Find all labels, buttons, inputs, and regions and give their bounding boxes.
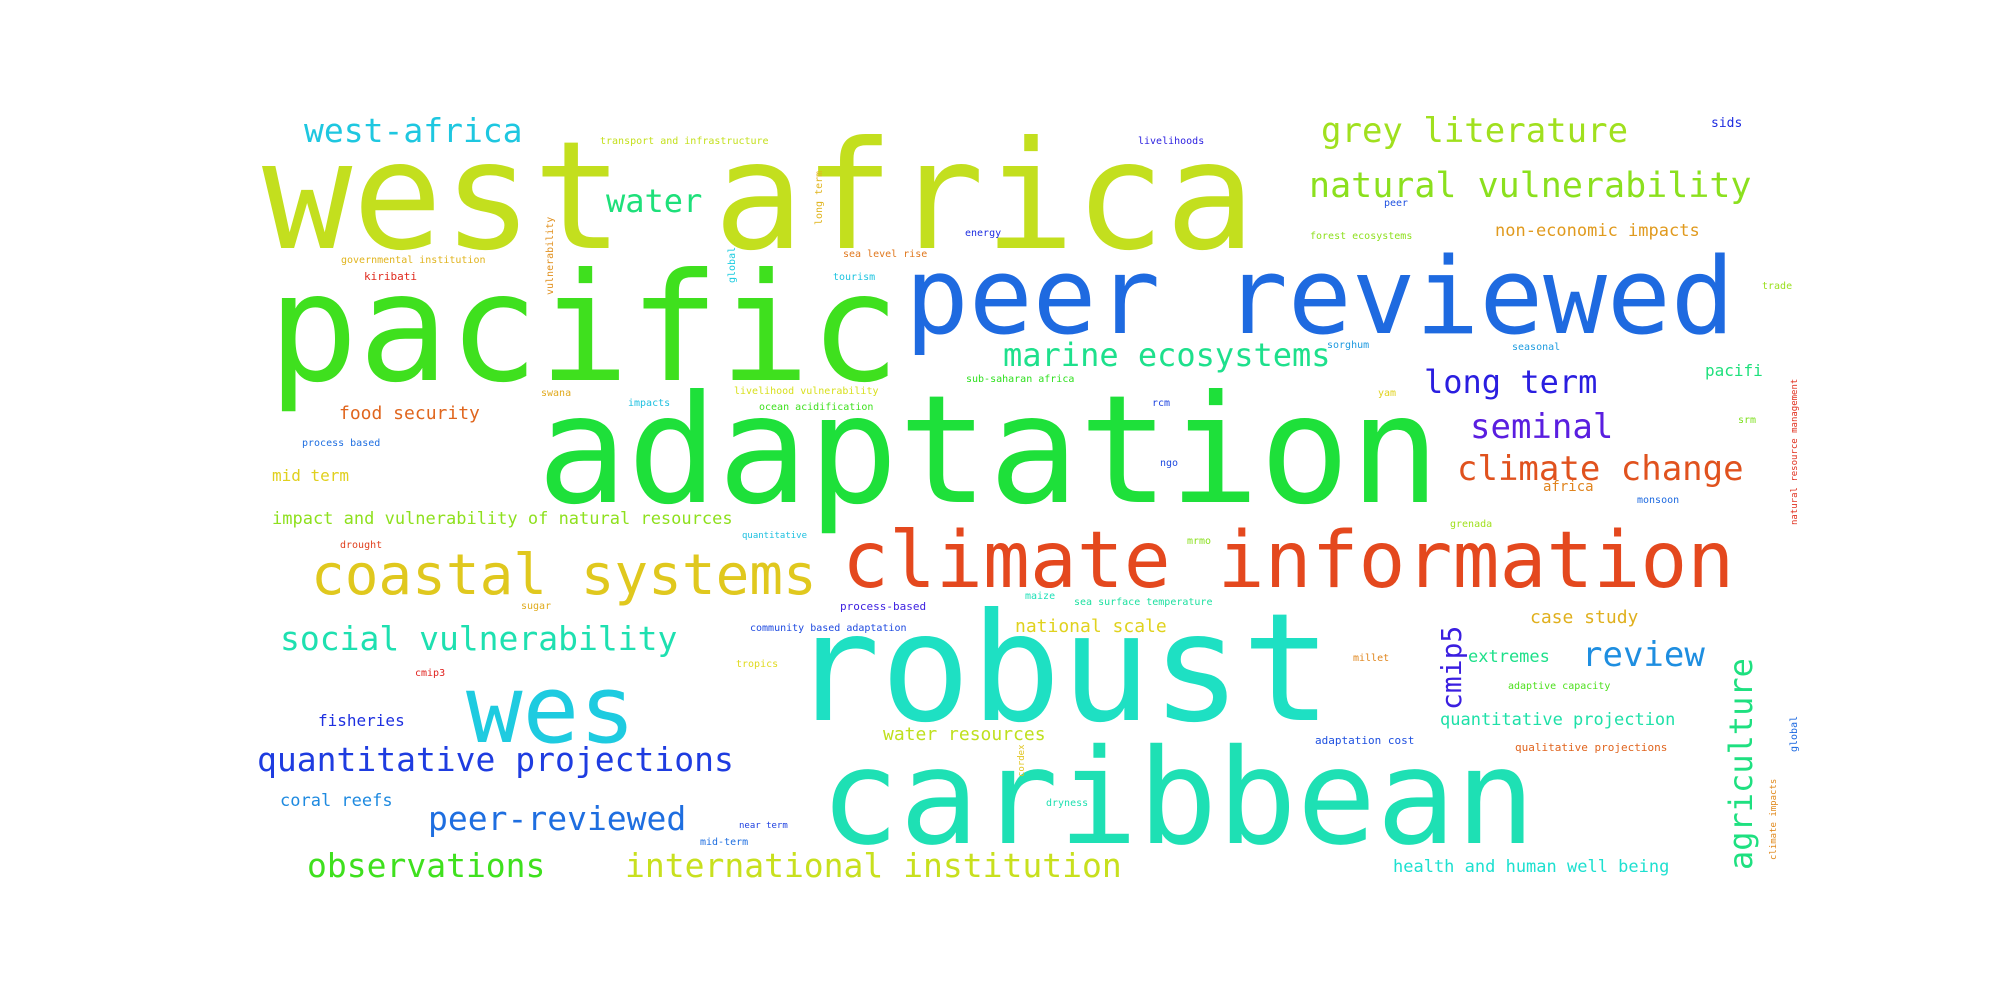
word-fisheries: fisheries (318, 711, 405, 730)
word-cmip5: cmip5 (1435, 626, 1468, 710)
word-maize: maize (1025, 591, 1055, 602)
word-natural-vulnerability: natural vulnerability (1309, 166, 1752, 206)
word-pacifi: pacifi (1705, 361, 1763, 380)
word-peer-reviewed-hyphen: peer-reviewed (428, 799, 686, 838)
word-long-term-vertical: long term (814, 171, 825, 225)
word-international-institution: international institution (625, 846, 1122, 885)
word-forest-ecosystems: forest ecosystems (1310, 231, 1412, 242)
word-water: water (606, 182, 702, 220)
word-process-based: process based (302, 438, 380, 449)
word-impacts: impacts (628, 398, 670, 409)
word-food-security: food security (339, 403, 480, 424)
word-cordex: cordex (1017, 744, 1027, 777)
word-swana: swana (541, 388, 571, 399)
word-adaptation-cost: adaptation cost (1315, 734, 1414, 747)
word-grenada: grenada (1450, 519, 1492, 530)
word-global-vertical: global (727, 247, 738, 283)
word-yam: yam (1378, 388, 1396, 399)
word-global: global (1789, 716, 1800, 752)
word-kiribati: kiribati (364, 270, 417, 283)
word-national-scale: national scale (1015, 616, 1167, 637)
word-peer-reviewed: peer reviewed (905, 235, 1735, 358)
word-natural-resource-management: natural resource management (1790, 379, 1800, 525)
word-west-africa: west africa (262, 110, 1255, 284)
word-millet: millet (1353, 653, 1389, 664)
word-extremes: extremes (1468, 647, 1550, 667)
word-social-vulnerability: social vulnerability (280, 619, 677, 658)
word-process-based-hyphen: process-based (840, 600, 926, 613)
word-climate-information: climate information (842, 516, 1734, 606)
word-energy: energy (965, 228, 1001, 239)
word-srm: srm (1738, 415, 1756, 426)
word-health-human-well-being: health and human well being (1393, 857, 1669, 877)
word-livelihood-vulnerability: livelihood vulnerability (734, 386, 879, 397)
word-vulnerability: vulnerability (545, 217, 556, 295)
word-water-resources: water resources (883, 724, 1046, 745)
word-west-africa-hyphen: west-africa (304, 111, 523, 150)
word-peer: peer (1384, 198, 1408, 209)
word-coral-reefs: coral reefs (280, 791, 393, 811)
word-long-term: long term (1424, 363, 1597, 401)
word-tropics: tropics (736, 659, 778, 670)
word-mrmo: mrmo (1187, 536, 1211, 547)
word-monsoon: monsoon (1637, 495, 1679, 506)
word-caribbean: caribbean (820, 721, 1535, 875)
word-cmip3: cmip3 (415, 668, 445, 679)
word-sea-surface-temperature: sea surface temperature (1074, 597, 1212, 608)
word-review: review (1582, 635, 1705, 675)
word-governmental-institution: governmental institution (341, 255, 486, 266)
word-adaptive-capacity: adaptive capacity (1508, 681, 1610, 692)
word-robust: robust (790, 582, 1332, 756)
word-pacific: pacific (268, 242, 900, 416)
word-marine-ecosystems: marine ecosystems (1003, 336, 1331, 374)
word-coastal-systems: coastal systems (311, 543, 817, 608)
word-mid-term: mid term (272, 466, 349, 485)
word-sorghum: sorghum (1327, 340, 1369, 351)
word-non-economic-impacts: non-economic impacts (1495, 221, 1700, 241)
word-near-term: near term (739, 821, 788, 831)
word-mid-term-hyphen: mid-term (700, 837, 748, 848)
word-sugar: sugar (521, 601, 551, 612)
word-transport-infrastructure: transport and infrastructure (600, 136, 769, 147)
word-quantitative-projection: quantitative projection (1440, 710, 1675, 730)
word-quantitative-projections: quantitative projections (257, 740, 734, 779)
word-seasonal: seasonal (1512, 342, 1560, 353)
word-ocean-acidification: ocean acidification (759, 402, 873, 413)
word-wes: wes (466, 656, 636, 765)
word-adaptation: adaptation (537, 364, 1440, 538)
word-rcm: rcm (1152, 398, 1170, 409)
word-africa: africa (1543, 479, 1594, 495)
word-impact-natural-resources: impact and vulnerability of natural reso… (272, 509, 733, 529)
word-case-study: case study (1530, 607, 1639, 628)
word-qualitative-projections: qualitative projections (1515, 741, 1667, 754)
word-drought: drought (340, 540, 382, 551)
word-dryness: dryness (1046, 798, 1088, 809)
word-agriculture: agriculture (1722, 658, 1760, 870)
word-climate-impacts: climate impacts (1769, 779, 1779, 860)
word-trade: trade (1762, 281, 1792, 292)
word-climate-change: climate change (1457, 449, 1744, 489)
word-sea-level-rise: sea level rise (843, 249, 927, 260)
word-seminal: seminal (1470, 407, 1613, 447)
word-tourism: tourism (833, 272, 875, 283)
word-sids: sids (1711, 116, 1742, 131)
word-sub-saharan-africa: sub-saharan africa (966, 374, 1074, 385)
word-observations: observations (307, 846, 545, 885)
word-quantitative: quantitative (742, 531, 807, 541)
word-ngo: ngo (1160, 458, 1178, 469)
word-livelihoods: livelihoods (1138, 136, 1204, 147)
word-grey-literature: grey literature (1321, 111, 1628, 151)
word-community-based-adaptation: community based adaptation (750, 623, 907, 634)
